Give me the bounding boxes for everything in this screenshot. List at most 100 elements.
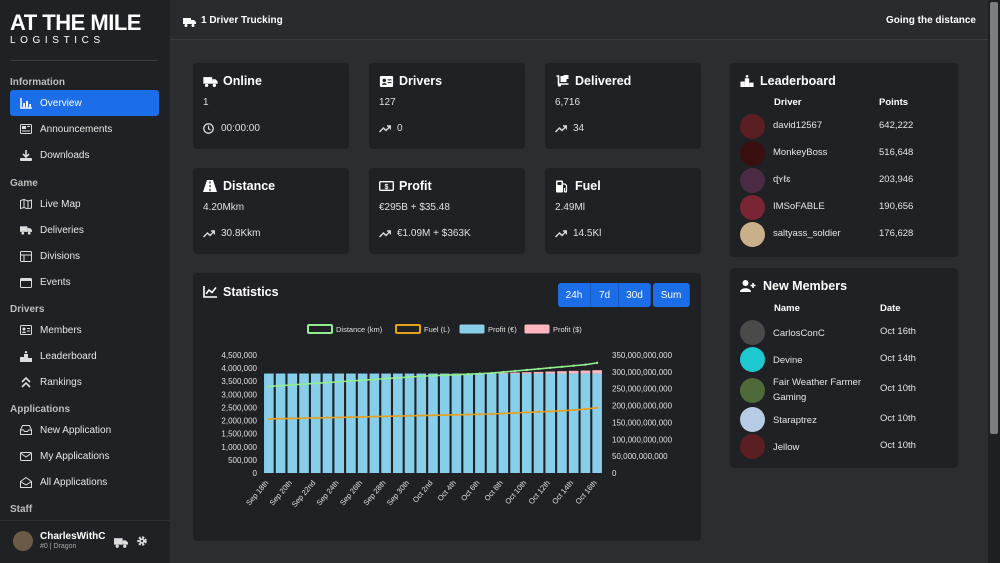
driver-name[interactable]: david12567 — [773, 120, 823, 131]
bar-profit — [486, 373, 497, 473]
line-point — [502, 412, 505, 415]
sidebar-item-rankings[interactable]: Rankings — [10, 369, 159, 395]
leaderboard-row[interactable]: david12567 642,222 — [740, 112, 948, 139]
x-tick-label: Oct 2nd — [411, 479, 435, 505]
leaderboard-row[interactable]: MonkeyBoss 516,648 — [740, 139, 948, 166]
bar-profit — [463, 373, 473, 473]
bar-profit — [533, 371, 544, 374]
brand-logo[interactable]: AT THE MILE LOGISTICS — [10, 12, 160, 48]
line-point — [420, 414, 423, 417]
user-name[interactable]: CharlesWithC — [40, 531, 106, 542]
divider — [10, 60, 158, 61]
range-sum-button[interactable]: Sum — [653, 283, 690, 307]
line-point — [560, 365, 564, 368]
bar-profit — [428, 373, 438, 473]
member-date: Oct 10th — [880, 440, 916, 451]
svg-text:$: $ — [385, 184, 389, 191]
gear-icon[interactable] — [136, 534, 148, 552]
column-header-name: Name — [774, 303, 800, 314]
sidebar-item-my-applications[interactable]: My Applications — [10, 443, 159, 469]
card-title-text: Statistics — [223, 285, 279, 299]
member-name[interactable]: CarlosConC — [773, 328, 825, 339]
sidebar-item-live-map[interactable]: Live Map — [10, 191, 159, 217]
card-title-text: New Members — [763, 279, 848, 293]
sidebar-item-label: Rankings — [40, 376, 82, 388]
sidebar-item-members[interactable]: Members — [10, 317, 159, 343]
sidebar-item-events[interactable]: Events — [10, 269, 159, 295]
bar-profit — [557, 371, 567, 374]
stat-sub: 14.5Kl — [555, 228, 601, 239]
stat-sub-text: €1.09M + $363K — [397, 228, 471, 239]
stat-value: 4.20Mkm — [203, 202, 245, 213]
newspaper-icon — [20, 123, 32, 135]
card-title: Online — [203, 74, 262, 88]
driver-name[interactable]: IMSoFABLE — [773, 201, 825, 212]
member-row[interactable]: Devine Oct 14th — [740, 345, 948, 372]
user-panel: CharlesWithC #0 | Dragon — [0, 520, 170, 563]
member-date: Oct 10th — [880, 383, 916, 394]
range-7d-button[interactable]: 7d — [591, 283, 619, 307]
y-left-tick-label: 3,000,000 — [221, 390, 257, 399]
legend-swatch — [524, 324, 550, 334]
member-date: Oct 10th — [880, 413, 916, 424]
driver-name[interactable]: ɖʏℓɛ — [773, 174, 791, 185]
scrollbar[interactable] — [988, 0, 1000, 563]
driver-name[interactable]: MonkeyBoss — [773, 147, 828, 158]
line-point — [326, 416, 329, 419]
column-header-date: Date — [880, 303, 901, 314]
line-chart-icon — [203, 285, 218, 299]
line-point — [302, 416, 306, 420]
member-name[interactable]: Fair Weather Farmer Gaming — [773, 377, 861, 403]
line-point — [373, 378, 376, 381]
legend-label: Distance (km) — [336, 325, 383, 334]
tagline: Going the distance — [885, 15, 976, 26]
line-point — [349, 415, 353, 419]
leaderboard-row[interactable]: IMSoFABLE 190,656 — [740, 193, 948, 220]
stat-value: 127 — [379, 97, 396, 108]
bar-profit — [334, 373, 345, 473]
line-point — [513, 411, 517, 415]
sidebar-item-all-applications[interactable]: All Applications — [10, 469, 159, 495]
member-row[interactable]: Jellow Oct 10th — [740, 432, 948, 459]
truck-icon[interactable] — [114, 535, 128, 553]
brand-name: AT THE MILE — [10, 10, 141, 35]
member-name[interactable]: Devine — [773, 355, 803, 366]
avatar[interactable] — [13, 531, 33, 551]
dolly-icon — [555, 74, 570, 88]
member-name[interactable]: Staraptrez — [773, 415, 817, 426]
member-row[interactable]: Fair Weather Farmer Gaming Oct 10th — [740, 373, 948, 409]
line-point — [560, 409, 564, 413]
sidebar-item-divisions[interactable]: Divisions — [10, 243, 159, 269]
sidebar-item-downloads[interactable]: Downloads — [10, 142, 159, 168]
member-row[interactable]: Staraptrez Oct 10th — [740, 405, 948, 432]
member-row[interactable]: CarlosConC Oct 16th — [740, 318, 948, 345]
driver-name[interactable]: saltyass_soldier — [773, 228, 841, 239]
column-header-points: Points — [879, 97, 909, 108]
bar-profit — [439, 373, 450, 473]
bar-profit — [322, 373, 333, 473]
leaderboard-row[interactable]: ɖʏℓɛ 203,946 — [740, 166, 948, 193]
line-point — [349, 379, 353, 383]
sidebar-item-label: Downloads — [40, 149, 90, 161]
stat-card-profit: $ Profit €295B + $35.48 €1.09M + $363K — [369, 168, 525, 254]
line-point — [466, 372, 470, 376]
line-point — [466, 413, 470, 416]
member-name[interactable]: Jellow — [773, 442, 800, 453]
sidebar-item-deliveries[interactable]: Deliveries — [10, 217, 159, 243]
leaderboard-row[interactable]: saltyass_soldier 176,628 — [740, 220, 948, 247]
sidebar-item-announcements[interactable]: Announcements — [10, 116, 159, 142]
sidebar-item-leaderboard[interactable]: Leaderboard — [10, 343, 159, 369]
envelope-icon — [20, 450, 32, 462]
x-tick-label: Oct 4th — [436, 479, 458, 503]
stat-sub-text: 0 — [397, 123, 403, 134]
sidebar-item-overview[interactable]: Overview — [10, 90, 159, 116]
scrollbar-thumb[interactable] — [990, 2, 998, 434]
sidebar-item-new-application[interactable]: New Application — [10, 417, 159, 443]
bar-profit — [545, 373, 556, 473]
section-game: Game — [10, 178, 38, 189]
range-30d-button[interactable]: 30d — [619, 283, 651, 307]
bar-profit — [510, 373, 520, 473]
range-24h-button[interactable]: 24h — [558, 283, 591, 307]
line-point — [408, 375, 411, 379]
card-title-text: Online — [223, 74, 262, 88]
